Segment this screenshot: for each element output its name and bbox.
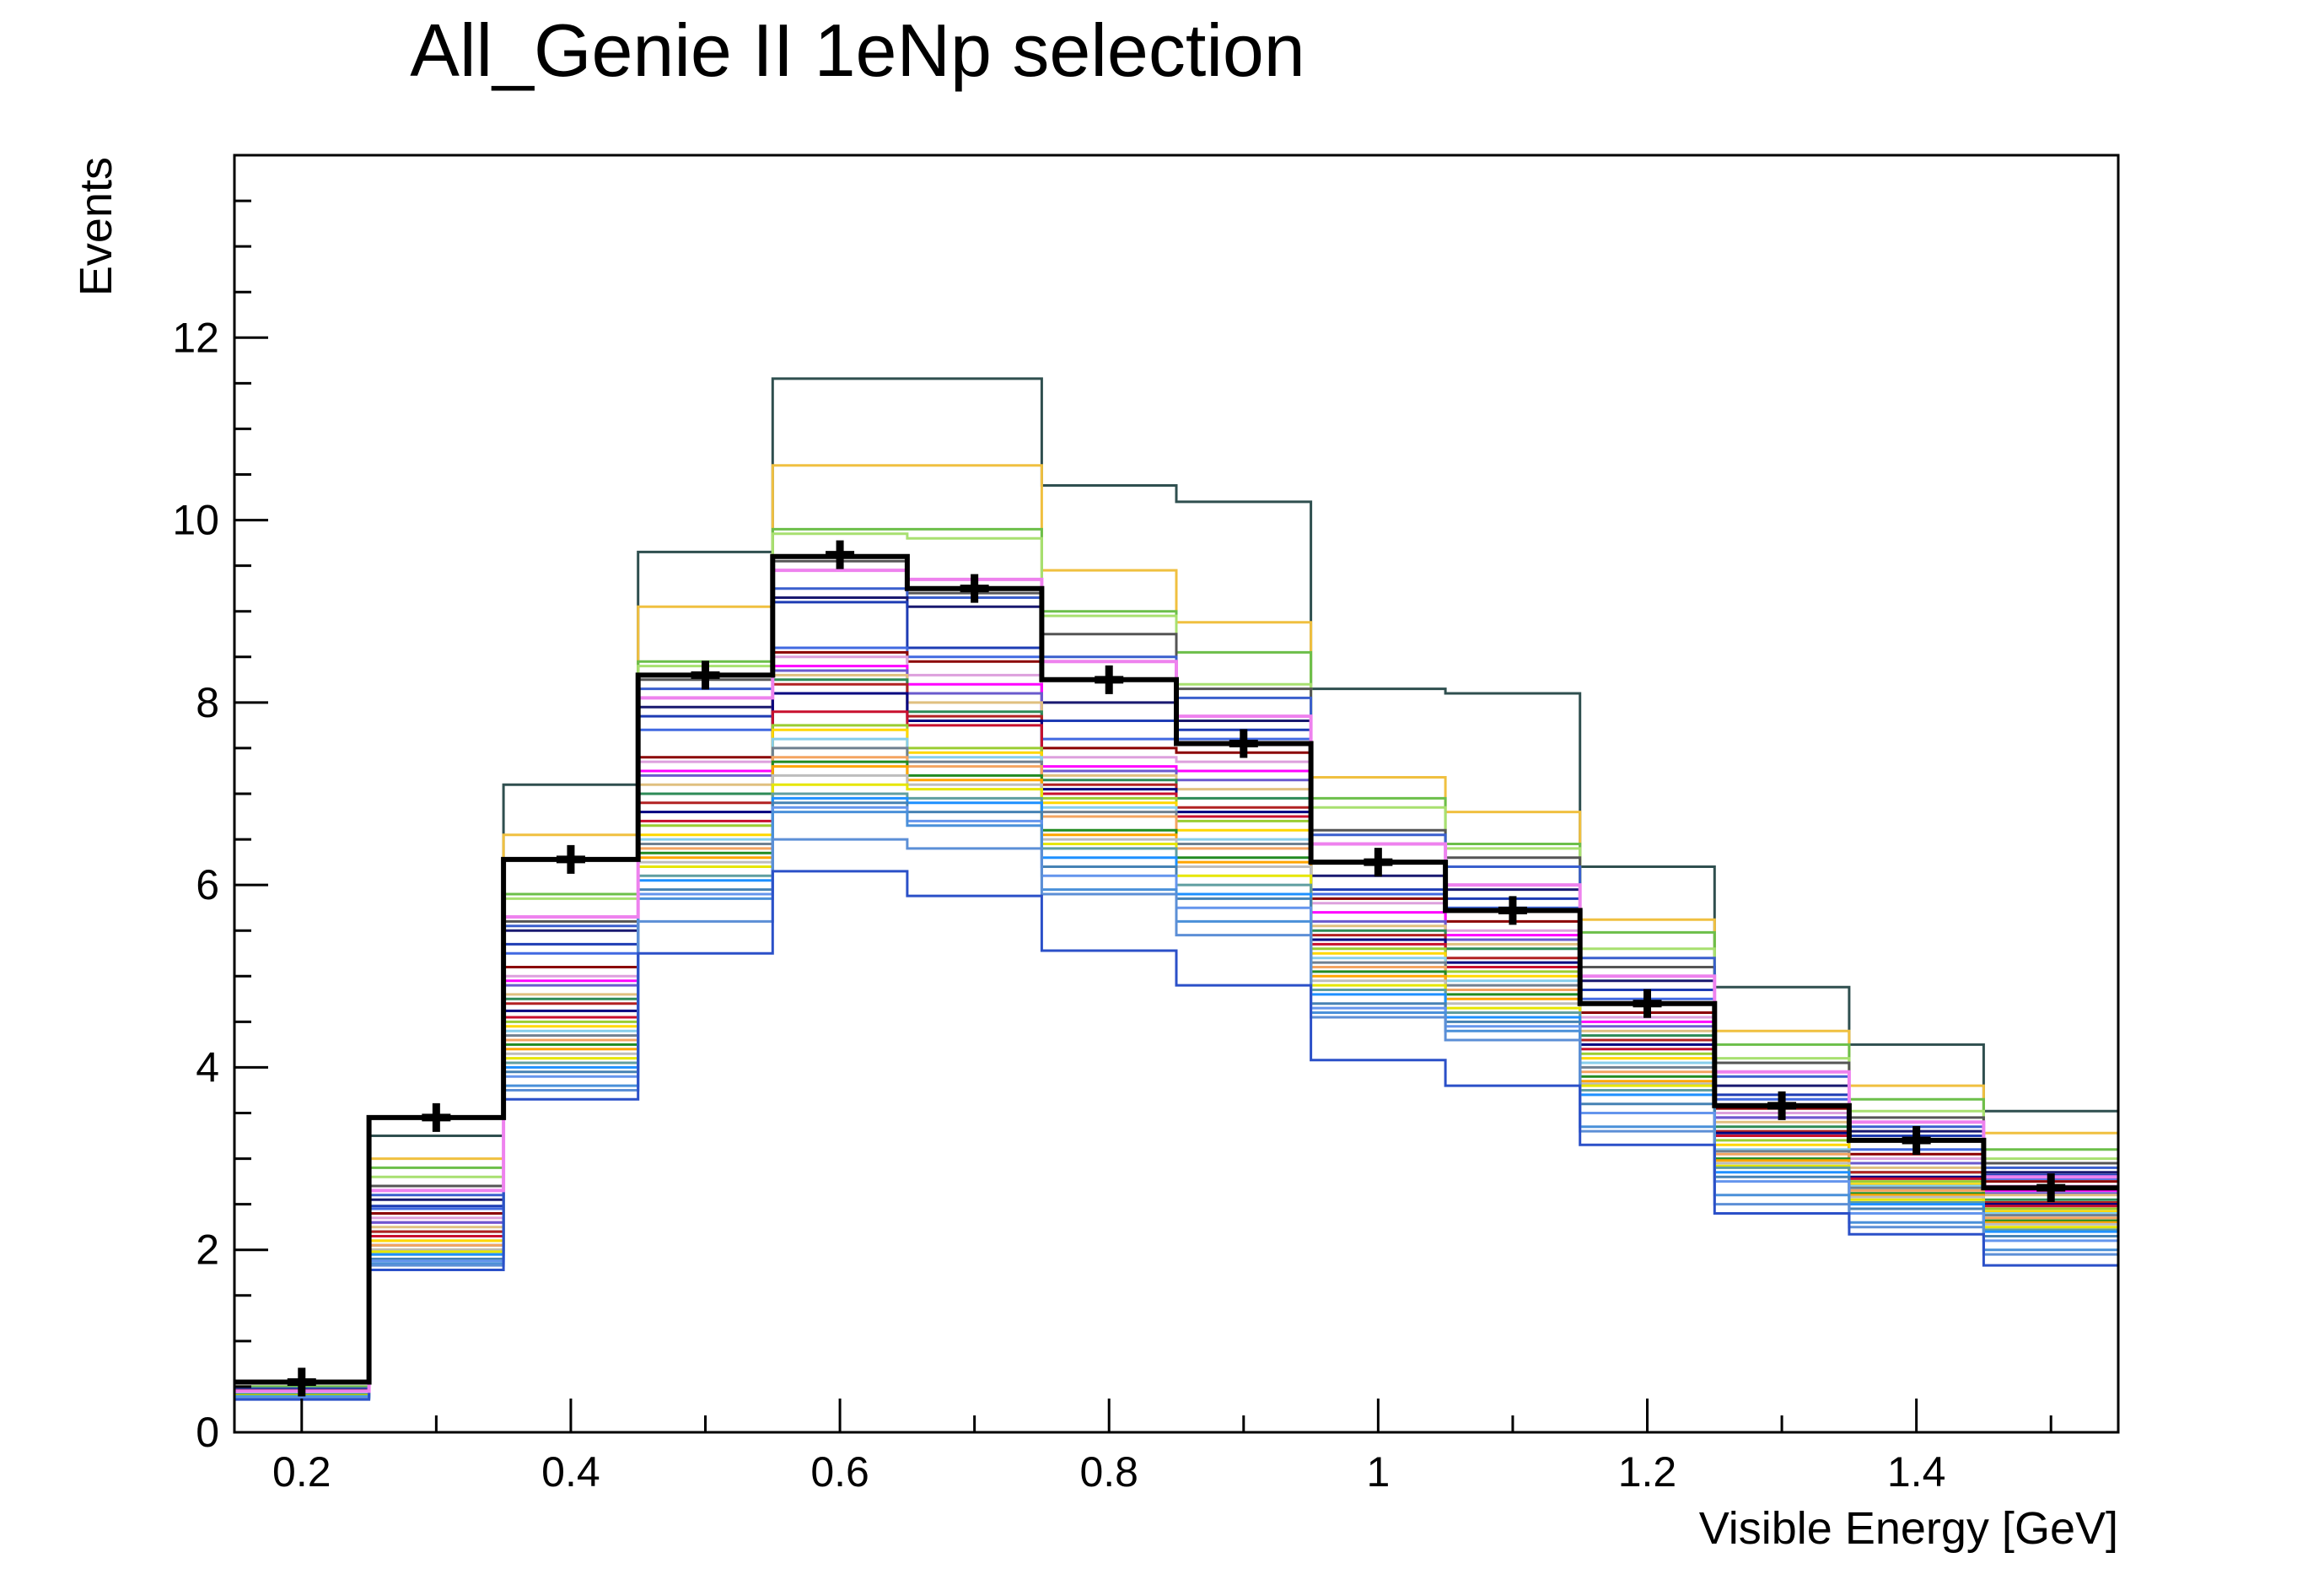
- cv-data-points: [287, 540, 2066, 1397]
- data-point-7: [1229, 729, 1258, 758]
- data-point-2: [556, 844, 585, 874]
- x-tick-label: 1.4: [1887, 1448, 1946, 1496]
- data-point-0: [287, 1367, 316, 1397]
- y-tick-label: 12: [172, 314, 219, 361]
- y-tick-label: 6: [196, 861, 219, 908]
- y-axis-label: Events: [71, 157, 121, 296]
- x-tick-label: 0.8: [1079, 1448, 1138, 1496]
- y-tick-label: 10: [172, 497, 219, 544]
- data-point-4: [826, 540, 855, 569]
- data-point-11: [1767, 1091, 1797, 1120]
- plot-axes: 0.2 0.4 0.6 0.8 1 1.2 1.4 0 2 4 6 8 10 12: [172, 154, 2120, 1496]
- y-tick-label: 0: [196, 1409, 219, 1456]
- data-point-5: [960, 574, 989, 603]
- universe-histogram-33: [234, 870, 2118, 1401]
- data-point-6: [1095, 665, 1124, 694]
- data-point-1: [422, 1102, 451, 1132]
- data-point-9: [1498, 896, 1527, 925]
- x-tick-label: 1.2: [1618, 1448, 1677, 1496]
- y-tick-label: 8: [196, 679, 219, 726]
- x-tick-label: 1: [1366, 1448, 1390, 1496]
- y-tick-label: 2: [196, 1226, 219, 1274]
- data-point-8: [1364, 848, 1393, 877]
- x-tick-label: 0.4: [541, 1448, 600, 1496]
- universe-histogram-32: [234, 838, 2118, 1400]
- data-point-12: [1902, 1125, 1931, 1155]
- data-point-13: [2036, 1173, 2066, 1203]
- x-tick-label: 0.6: [810, 1448, 869, 1496]
- universe-histogram-0: [234, 377, 2118, 1383]
- y-tick-label: 4: [196, 1043, 219, 1091]
- x-tick-label: 0.2: [272, 1448, 331, 1496]
- chart-title: All_Genie II 1eNp selection: [410, 8, 1305, 92]
- universe-histograms: [234, 377, 2118, 1401]
- data-point-3: [691, 660, 720, 690]
- x-axis-label: Visible Energy [GeV]: [1699, 1503, 2118, 1554]
- data-point-10: [1633, 989, 1662, 1018]
